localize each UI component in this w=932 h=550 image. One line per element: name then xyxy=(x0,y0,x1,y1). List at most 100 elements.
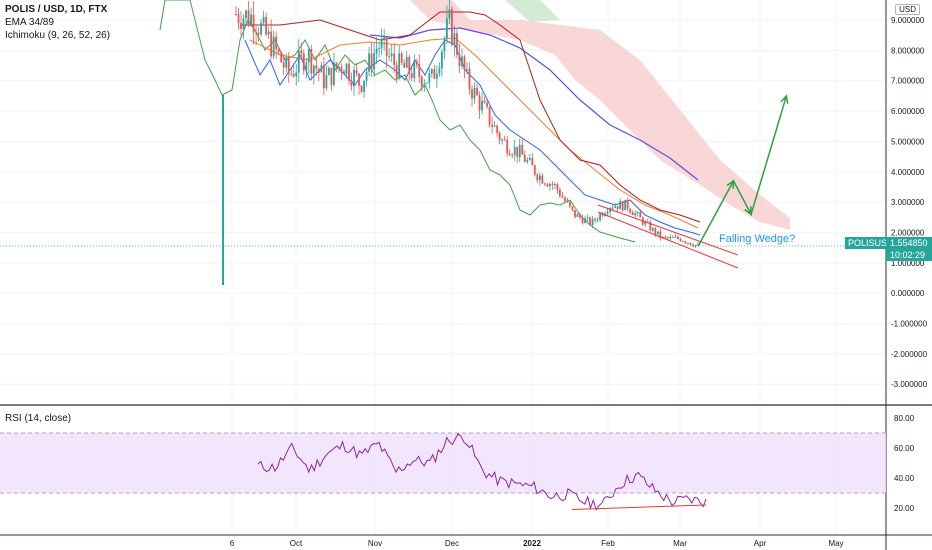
candle-body xyxy=(363,80,365,92)
ticker-tag: POLISUSD xyxy=(845,237,897,249)
candle-body xyxy=(430,69,433,74)
time-axis-label: Dec xyxy=(445,539,459,548)
candle-body xyxy=(513,146,516,156)
candle-body xyxy=(611,207,614,209)
candle-body xyxy=(581,217,584,224)
candle-body xyxy=(614,206,617,208)
candle-body xyxy=(528,157,531,160)
price-axis-label: -2.000000 xyxy=(891,350,928,359)
candle-body xyxy=(619,201,622,210)
candle-body xyxy=(523,154,526,162)
candle-body xyxy=(566,200,569,202)
time-axis-label: 6 xyxy=(230,539,235,548)
price-axis-label: -1.000000 xyxy=(891,320,928,329)
price-axis-label: 3.000000 xyxy=(891,198,925,207)
candle-body xyxy=(453,33,456,45)
candle-body xyxy=(561,196,564,198)
candle-body xyxy=(556,184,559,190)
price-axis-label: 4.000000 xyxy=(891,168,925,177)
candle-body xyxy=(466,68,468,71)
candle-body xyxy=(240,22,242,29)
candle-body xyxy=(358,73,360,86)
time-axis-label: Feb xyxy=(601,539,615,548)
candle-body xyxy=(403,62,406,68)
candle-body xyxy=(302,53,305,71)
candle-body xyxy=(242,18,245,29)
candle-body xyxy=(626,199,629,209)
candle-body xyxy=(569,201,571,207)
candle-body xyxy=(654,228,657,235)
candle-body xyxy=(682,240,684,242)
candle-body xyxy=(398,53,401,79)
candle-body xyxy=(639,212,642,218)
candle-body xyxy=(350,80,353,87)
candle-body xyxy=(616,206,619,210)
candle-body xyxy=(644,221,647,225)
candle-body xyxy=(435,73,438,79)
candle-body xyxy=(338,66,340,70)
price-axis-label: 2.000000 xyxy=(891,228,925,237)
candle-body xyxy=(385,37,388,57)
candle-body xyxy=(280,52,283,63)
candle-body xyxy=(433,69,436,79)
candle-body xyxy=(486,102,488,107)
candle-body xyxy=(491,124,494,127)
candle-body xyxy=(265,16,268,35)
candle-body xyxy=(601,213,604,216)
candle-body xyxy=(322,65,325,89)
wedge-upper-line xyxy=(597,204,739,256)
candle-body xyxy=(446,18,448,39)
candle-body xyxy=(596,220,599,222)
falling-wedge-annotation: Falling Wedge? xyxy=(719,233,796,245)
candle-body xyxy=(671,236,674,238)
wedge-lower-line xyxy=(597,211,739,269)
candle-body xyxy=(533,165,536,175)
candle-body xyxy=(621,201,624,211)
candle-body xyxy=(591,218,594,225)
ichimoku-indicator-label[interactable]: Ichimoku (9, 26, 52, 26) xyxy=(5,30,111,41)
symbol-title[interactable]: POLIS / USD, 1D, FTX xyxy=(5,4,108,15)
currency-badge[interactable]: USD xyxy=(895,4,920,15)
candle-body xyxy=(692,244,694,247)
candle-body xyxy=(420,76,423,87)
ema-34-line xyxy=(249,37,699,229)
candle-body xyxy=(659,231,662,238)
candle-body xyxy=(553,184,556,186)
chikou-span xyxy=(159,0,636,243)
candle-body xyxy=(307,49,310,63)
candle-body xyxy=(428,73,431,83)
candle-body xyxy=(277,49,280,53)
price-axis-label: 0.000000 xyxy=(891,289,925,298)
candle-body xyxy=(267,31,270,35)
rsi-axis-label: 60.00 xyxy=(894,444,915,453)
time-axis-label: Mar xyxy=(673,539,687,548)
price-axis-label: 9.000000 xyxy=(891,16,925,25)
candle-body xyxy=(546,184,549,187)
candle-body xyxy=(651,228,654,231)
candle-body xyxy=(373,53,375,70)
candle-body xyxy=(272,36,275,57)
candle-body xyxy=(310,49,313,74)
candle-body xyxy=(684,241,687,243)
price-axis-label: 8.000000 xyxy=(891,46,925,55)
candle-body xyxy=(586,217,589,219)
candle-body xyxy=(521,144,524,155)
projection-path xyxy=(697,95,788,247)
candle-body xyxy=(270,31,273,57)
candle-body xyxy=(405,56,408,68)
rsi-indicator-label[interactable]: RSI (14, close) xyxy=(5,413,72,424)
candle-body xyxy=(290,73,293,75)
candle-body xyxy=(548,184,551,187)
candle-body xyxy=(687,242,689,244)
candle-body xyxy=(461,56,463,66)
candle-body xyxy=(689,242,692,245)
projection-arrowhead xyxy=(744,206,752,216)
ema-indicator-label[interactable]: EMA 34/89 xyxy=(5,17,54,28)
candle-body xyxy=(418,64,421,77)
ichimoku-cloud-green xyxy=(505,0,560,22)
candle-body xyxy=(531,157,534,166)
candle-body xyxy=(599,213,601,221)
price-axis-label: 6.000000 xyxy=(891,107,925,116)
